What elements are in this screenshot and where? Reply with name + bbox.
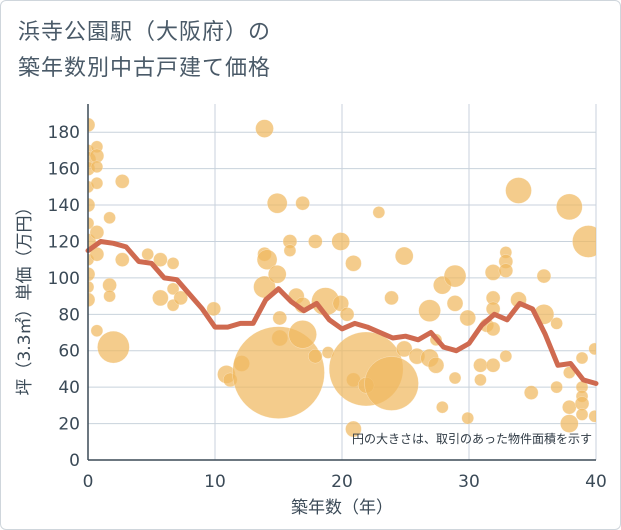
bubble-point: [556, 193, 583, 221]
y-tick-label: 120: [48, 232, 80, 252]
bubble-point: [267, 265, 287, 284]
trend-line-layer: [85, 239, 599, 386]
bubble-point: [498, 263, 514, 278]
bubble-point: [308, 348, 323, 364]
bubble-point: [485, 321, 501, 337]
bubble-point: [288, 320, 317, 349]
bubble-point: [575, 351, 589, 365]
bubble-point: [523, 385, 539, 400]
bubble-point: [90, 176, 104, 190]
bubble-point: [575, 408, 589, 421]
y-tick-label: 40: [58, 378, 80, 398]
bubble-point: [103, 211, 116, 225]
bubble-point: [90, 324, 104, 337]
tick-labels: 0 20 40 60 80 100 120 140 160 180 0 10 20 30 40: [48, 123, 607, 492]
bubble-point: [115, 174, 130, 189]
axes: [87, 104, 596, 461]
bubble-point: [115, 252, 130, 267]
y-tick-label: 80: [58, 305, 80, 325]
bubble-point: [484, 264, 502, 281]
bubble-point: [88, 117, 96, 133]
bubble-point: [499, 349, 513, 363]
bubble-point: [89, 225, 105, 240]
bubble-point: [394, 246, 414, 266]
y-axis-label: 坪（3.3㎡）単価（万円）: [15, 198, 35, 395]
y-tick-label: 0: [69, 451, 80, 471]
bubble-point: [588, 410, 596, 423]
bubble-layer: [88, 117, 596, 438]
bubble-size-note: 円の大きさは、取引のあった物件面積を示す: [352, 431, 592, 446]
grid-lines: [87, 104, 597, 461]
bubble-point: [461, 411, 474, 425]
y-tick-label: 20: [58, 415, 80, 435]
bubble-point: [339, 307, 355, 322]
bubble-point: [266, 192, 288, 214]
chart-title-line-2: 築年数別中古戸建て価格: [18, 56, 272, 81]
x-tick-label: 30: [458, 472, 480, 492]
bubble-point: [459, 309, 476, 327]
bubble-point: [364, 356, 419, 411]
bubble-point: [103, 289, 116, 303]
bubble-point: [395, 340, 413, 358]
bubble-point: [473, 358, 488, 373]
bubble-point: [88, 280, 95, 294]
bubble-point: [206, 301, 221, 317]
x-axis-label: 築年数（年）: [291, 498, 393, 518]
x-tick-label: 0: [83, 472, 94, 492]
chart-title-line-1: 浜寺公園駅（大阪府）の: [18, 20, 272, 45]
bubble-point: [153, 252, 168, 267]
bubble-point: [418, 299, 441, 322]
bubble-point: [256, 249, 278, 270]
bubble-point: [572, 225, 596, 258]
bubble-point: [232, 326, 325, 419]
bubble-point: [427, 357, 445, 374]
bubble-point: [384, 290, 399, 306]
bubble-point: [97, 330, 130, 364]
bubble-point: [588, 342, 596, 356]
bubble-point: [345, 255, 362, 272]
bubble-point: [372, 206, 386, 219]
bubble-point: [550, 380, 563, 394]
y-tick-label: 180: [48, 123, 80, 143]
y-tick-label: 60: [58, 342, 80, 362]
bubble-point: [166, 257, 180, 270]
bubble-point: [331, 232, 350, 251]
bubble-point: [272, 310, 288, 326]
bubble-point: [345, 420, 362, 438]
bubble-point: [562, 399, 577, 415]
bubble-point: [90, 160, 104, 174]
x-tick-label: 40: [585, 472, 607, 492]
bubble-point: [88, 267, 96, 282]
bubble-point: [474, 373, 487, 387]
x-tick-label: 20: [331, 472, 353, 492]
average-price-line: [85, 239, 599, 386]
bubble-point: [536, 268, 552, 284]
bubble-point: [446, 295, 464, 312]
bubble-point: [485, 358, 501, 373]
bubble-point: [295, 195, 310, 211]
bubble-point: [166, 282, 180, 296]
y-tick-label: 140: [48, 196, 80, 216]
bubble-point: [88, 292, 96, 307]
bubble-point: [152, 289, 169, 307]
bubble-point: [283, 244, 297, 257]
x-tick-label: 10: [204, 472, 226, 492]
bubble-point: [448, 371, 462, 385]
bubble-point: [443, 264, 467, 288]
bubble-point: [173, 290, 188, 306]
bubble-point: [255, 119, 274, 138]
bubble-point: [141, 247, 154, 261]
bubble-point: [88, 197, 96, 213]
bubble-point: [436, 400, 449, 414]
y-tick-label: 160: [48, 160, 80, 180]
bubble-point: [560, 414, 579, 433]
y-tick-label: 100: [48, 269, 80, 289]
bubble-point: [550, 317, 563, 330]
bubble-point: [505, 177, 532, 204]
bubble-point: [88, 217, 95, 230]
bubble-point: [308, 234, 323, 249]
